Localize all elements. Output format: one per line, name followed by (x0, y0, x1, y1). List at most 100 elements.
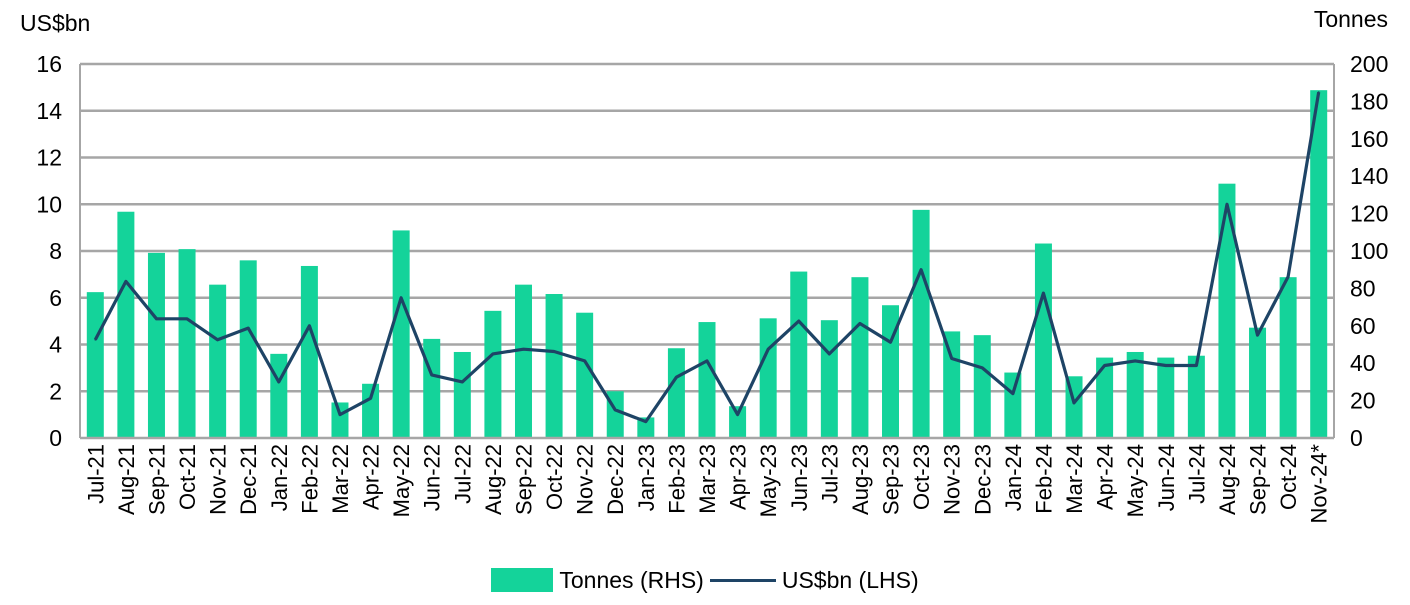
line-point-usbn (767, 348, 769, 350)
x-tick-label: Oct-21 (175, 444, 200, 510)
x-tick-label: Aug-22 (481, 444, 506, 515)
x-tick-label: Nov-21 (206, 444, 231, 515)
right-tick-label: 40 (1350, 350, 1376, 376)
bar-tonnes (484, 310, 502, 438)
left-tick-label: 12 (36, 145, 62, 171)
right-tick-label: 200 (1350, 51, 1388, 77)
x-tick-label: Jul-22 (450, 444, 475, 504)
x-tick-label: Oct-24 (1276, 444, 1301, 510)
x-tick-label: Apr-22 (359, 444, 384, 510)
line-point-usbn (797, 320, 800, 322)
bar-tonnes (1187, 355, 1205, 438)
bar-tonnes (576, 312, 594, 438)
x-tick-label: Aug-21 (114, 444, 139, 515)
left-tick-label: 8 (49, 238, 62, 264)
bar-tonnes (331, 402, 349, 438)
bar-tonnes (1126, 351, 1144, 438)
bar-tonnes (362, 383, 380, 438)
bar-tonnes (178, 249, 196, 438)
line-point-usbn (675, 376, 678, 379)
bar-tonnes (1096, 357, 1114, 438)
bar-tonnes (759, 318, 777, 438)
right-tick-label: 80 (1350, 275, 1376, 301)
x-tick-label: Mar-22 (328, 444, 353, 514)
usbn-line (93, 91, 1321, 424)
line-point-usbn (430, 374, 433, 376)
bar-tonnes (117, 211, 135, 438)
line-point-usbn (155, 317, 158, 320)
line-point-usbn (1103, 364, 1106, 367)
x-tick-label: Nov-24* (1307, 444, 1332, 524)
line-point-usbn (186, 317, 188, 320)
right-tick-label: 0 (1350, 425, 1363, 451)
bar-tonnes (1218, 183, 1236, 438)
bar-tonnes (453, 351, 471, 438)
line-point-usbn (1073, 402, 1075, 404)
line-point-usbn (339, 413, 341, 416)
line-point-usbn (889, 341, 892, 343)
tonnes-bars (86, 90, 1328, 439)
x-tick-label: Feb-22 (297, 444, 322, 514)
line-point-usbn (1042, 292, 1045, 294)
x-tick-label: Jan-22 (267, 444, 292, 511)
bar-tonnes (270, 353, 288, 438)
bar-tonnes (239, 260, 257, 438)
line-point-usbn (492, 353, 494, 355)
x-tick-label: Nov-23 (940, 444, 965, 515)
bar-tonnes (1279, 277, 1297, 438)
line-point-usbn (981, 367, 984, 369)
left-tick-label: 0 (49, 425, 62, 451)
x-tick-label: Jul-24 (1184, 444, 1209, 504)
line-point-usbn (1164, 364, 1167, 367)
x-tick-label: Feb-23 (664, 444, 689, 514)
x-tick-label: Jun-23 (787, 444, 812, 511)
line-point-usbn (920, 268, 922, 271)
line-point-usbn (583, 360, 586, 362)
line-point-usbn (859, 322, 861, 325)
line-point-usbn (522, 348, 525, 350)
bar-tonnes (514, 284, 532, 438)
x-tick-label: Aug-24 (1215, 444, 1240, 515)
line-point-usbn (400, 296, 402, 299)
legend-label-tonnes: Tonnes (RHS) (559, 566, 704, 593)
line-point-usbn (247, 327, 250, 329)
x-tick-label: Sep-23 (879, 444, 904, 515)
bar-tonnes (820, 320, 838, 438)
gridlines (80, 62, 1334, 393)
bar-tonnes (392, 230, 410, 438)
bar-tonnes (1004, 372, 1022, 438)
bar-tonnes (1249, 327, 1267, 438)
line-point-usbn (614, 409, 617, 411)
right-tick-label: 20 (1350, 388, 1376, 414)
x-tick-label: Mar-23 (695, 444, 720, 514)
x-tick-label: Oct-23 (909, 444, 934, 510)
bar-tonnes (1157, 357, 1175, 438)
x-tick-label: Feb-24 (1031, 444, 1056, 514)
line-point-usbn (369, 397, 372, 400)
x-tick-label: Mar-24 (1062, 444, 1087, 514)
combo-chart: US$bn Tonnes 024681012141602040608010012… (20, 6, 1388, 524)
legend-label-usbn: US$bn (LHS) (781, 566, 919, 593)
x-tick-label: Aug-23 (848, 444, 873, 515)
x-tick-label: Jul-21 (83, 444, 108, 504)
legend-swatch-line (709, 578, 776, 582)
line-point-usbn (828, 353, 831, 355)
bar-tonnes (943, 331, 961, 438)
line-point-usbn (1195, 364, 1198, 367)
bar-tonnes (423, 338, 441, 438)
x-tick-label: May-23 (756, 444, 781, 517)
x-tick-label: Jan-23 (634, 444, 659, 511)
right-axis-unit: Tonnes (1314, 6, 1388, 32)
line-point-usbn (308, 325, 311, 327)
line-point-usbn (736, 413, 739, 416)
x-tick-label: Dec-23 (970, 444, 995, 515)
bar-tonnes (790, 271, 808, 438)
bar-tonnes (209, 284, 227, 438)
line-point-usbn (1256, 334, 1259, 336)
bar-tonnes (912, 209, 930, 438)
left-tick-label: 2 (49, 378, 62, 404)
bar-tonnes (86, 292, 104, 438)
line-point-usbn (1012, 392, 1014, 395)
left-tick-label: 16 (36, 51, 62, 77)
